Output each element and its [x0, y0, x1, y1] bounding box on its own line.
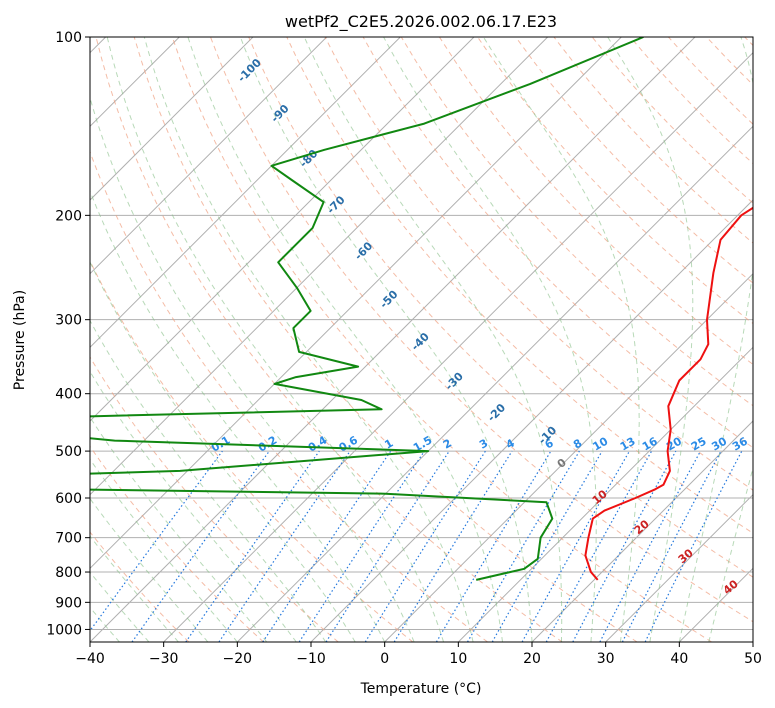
- x-axis: −40 −30 −20 −10 0 10 20 30 40 50: [75, 642, 762, 667]
- x-tick-label: 40: [670, 651, 688, 667]
- moist-adiabat-line: [90, 260, 356, 642]
- moist-adiabat-line: [482, 37, 640, 642]
- mixing-ratio-line: [572, 450, 677, 642]
- dry-adiabat-line: [438, 37, 753, 366]
- y-tick-label: 1000: [46, 622, 82, 638]
- x-tick-label: −20: [223, 651, 253, 667]
- dry-adiabat-line: [90, 150, 488, 642]
- isotherm-line: [163, 51, 753, 642]
- y-tick-label: 800: [55, 565, 82, 581]
- mixing-ratio-line: [393, 450, 513, 642]
- moist-adiabat-line: [303, 37, 563, 642]
- isotherm-line: [90, 37, 696, 642]
- moist-adiabat-line: [239, 37, 533, 642]
- isotherm-line: [752, 641, 753, 642]
- dry-adiabat-line: [90, 259, 414, 642]
- dry-adiabat-line: [90, 445, 264, 642]
- y-tick-label: 600: [55, 491, 82, 507]
- moist-adiabat-line: [90, 497, 209, 642]
- mixing-ratio-line: [521, 450, 631, 642]
- dry-adiabat-line: [95, 37, 563, 642]
- dewpoint-profile-line: [90, 37, 644, 581]
- x-tick-label: −30: [149, 651, 179, 667]
- y-tick-label: 900: [55, 595, 82, 611]
- moist-adiabat-line: [383, 37, 597, 642]
- mixing-ratio-line: [644, 450, 743, 642]
- moist-adiabat-line: [106, 37, 445, 642]
- y-tick-label: 500: [55, 444, 82, 460]
- isotherm-line: [236, 125, 753, 642]
- series-layer: [90, 37, 753, 581]
- moist-adiabat-line: [90, 370, 297, 642]
- isotherm-line: [90, 37, 401, 349]
- moist-adiabat-line: [187, 37, 503, 642]
- moist-adiabat-line: [90, 96, 415, 642]
- dry-adiabat-line: [286, 37, 753, 534]
- moist-adiabat-line: [90, 416, 268, 642]
- y-tick-label: 200: [55, 208, 82, 224]
- temperature-profile-line: [584, 206, 753, 581]
- dry-adiabat-line: [515, 37, 753, 284]
- mixing-ratio-line: [185, 450, 320, 642]
- isotherm-line: [90, 37, 328, 275]
- mixing-ratio-line: [262, 450, 392, 642]
- dry-adiabat-line: [400, 37, 753, 407]
- moist-adiabat-line: [90, 535, 179, 642]
- moist-adiabat-line: [607, 37, 694, 642]
- y-axis: 100 200 300 400 500 600 700 800 900 1000: [46, 30, 90, 638]
- dry-adiabat-line: [171, 37, 712, 642]
- isotherm-line: [90, 37, 254, 201]
- dry-adiabat-line: [248, 37, 753, 578]
- x-tick-label: −40: [75, 651, 105, 667]
- dry-adiabat-line: [133, 37, 638, 642]
- chart-title: wetPf2_C2E5.2026.002.06.17.E23: [285, 12, 557, 32]
- x-tick-label: 20: [523, 651, 541, 667]
- moist-adiabat-line: [90, 458, 238, 642]
- moist-adiabat-line: [143, 37, 474, 642]
- isotherm-line: [605, 493, 753, 642]
- plot-area: 0.1 0.2 0.4 0.6 1 1.5 2 3 4 6 8 10 13 16 20 25 30 36-100-…: [90, 37, 753, 642]
- y-tick-label: 300: [55, 313, 82, 329]
- isotherm-line: [531, 420, 753, 642]
- isotherm-line: [384, 272, 753, 642]
- x-tick-label: 50: [744, 651, 762, 667]
- x-tick-label: 30: [597, 651, 615, 667]
- x-tick-label: 0: [380, 651, 389, 667]
- mixing-ratio-line: [325, 450, 450, 642]
- x-tick-label: 10: [449, 651, 467, 667]
- dry-adiabat-line: [210, 37, 753, 623]
- y-tick-label: 700: [55, 531, 82, 547]
- isotherm-line: [90, 37, 549, 496]
- isotherm-line: [90, 37, 622, 570]
- y-tick-label: 100: [55, 30, 82, 46]
- dry-adiabat-line: [90, 356, 339, 642]
- plot-frame: [89, 36, 754, 643]
- mixing-ratio-line: [131, 450, 270, 642]
- mixing-ratio-line: [218, 450, 351, 642]
- x-tick-label: −10: [296, 651, 326, 667]
- x-axis-title: Temperature (°C): [360, 681, 482, 697]
- y-axis-title: Pressure (hPa): [12, 290, 28, 390]
- dry-adiabat-line: [90, 531, 190, 642]
- mixing-ratio-line: [90, 450, 223, 632]
- moist-adiabat-line: [90, 189, 386, 642]
- y-tick-label: 400: [55, 387, 82, 403]
